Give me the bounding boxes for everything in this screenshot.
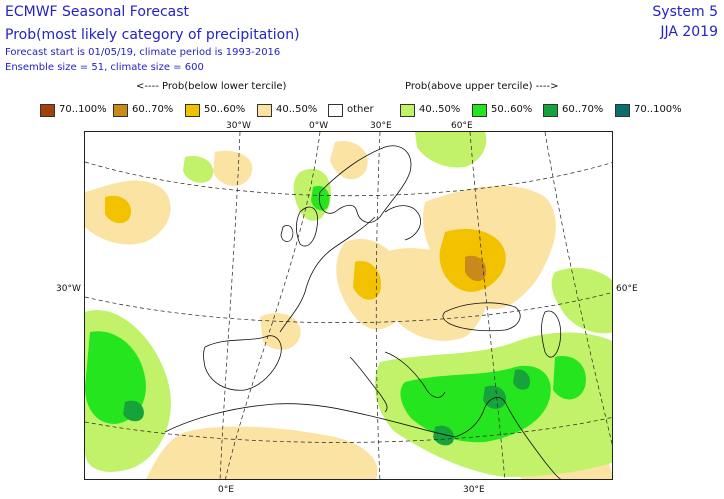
area-above-40-50 [183, 156, 214, 183]
area-above-50-60 [311, 185, 330, 211]
graticule [85, 132, 612, 479]
legend-swatch [40, 104, 55, 117]
legend-swatch [185, 104, 200, 117]
legend-label: 50..60% [491, 104, 533, 115]
coast-arabia [504, 401, 561, 479]
above-tercile-areas [85, 132, 612, 477]
lon-label-top: 30°E [370, 121, 392, 131]
meridian [375, 132, 381, 479]
coast-balkans [384, 351, 446, 398]
meridian [219, 132, 241, 479]
lat-label-right: 60°E [616, 284, 638, 294]
page-subtitle: Prob(most likely category of precipitati… [5, 27, 300, 43]
lat-label-left: 30°W [56, 284, 81, 294]
season-label: JJA 2019 [660, 24, 718, 40]
area-below-60-70 [465, 255, 487, 282]
legend-swatch [472, 104, 487, 117]
coast-britain [295, 206, 318, 247]
legend-swatch [113, 104, 128, 117]
parallel [85, 417, 612, 443]
system-label: System 5 [652, 4, 718, 20]
lon-label-top: 0°W [309, 121, 329, 131]
area-above-40-50 [415, 132, 487, 168]
coast-iberia [203, 335, 282, 391]
area-above-40-50 [551, 267, 612, 334]
coast-black-sea [442, 302, 521, 332]
legend-label: 60..70% [132, 104, 174, 115]
lon-label-bottom: 30°E [463, 485, 485, 495]
legend-label: 70..100% [59, 104, 107, 115]
area-below-40-50 [213, 150, 253, 187]
ensemble-info: Ensemble size = 51, climate size = 600 [5, 62, 204, 73]
legend-swatch [543, 104, 558, 117]
area-above-50-60 [400, 365, 551, 443]
map-svg [85, 132, 612, 479]
coast-ireland [280, 225, 294, 242]
lon-label-top: 30°W [226, 121, 251, 131]
coast-baltic [384, 205, 422, 241]
page-title: ECMWF Seasonal Forecast [5, 4, 190, 20]
lon-label-top: 60°E [451, 121, 473, 131]
area-above-50-60 [553, 356, 586, 400]
area-above-60-70 [433, 425, 454, 446]
legend-label: other [347, 104, 374, 115]
area-below-50-60 [105, 195, 131, 224]
area-below-40-50 [146, 426, 378, 479]
legend-label: 70..100% [634, 104, 682, 115]
legend-label: 40..50% [276, 104, 318, 115]
coast-italy [349, 356, 388, 413]
legend-label: 40..50% [419, 104, 461, 115]
forecast-info: Forecast start is 01/05/19, climate peri… [5, 47, 281, 58]
legend-label: 50..60% [204, 104, 246, 115]
area-below-40-50 [330, 141, 368, 180]
area-below-50-60 [353, 261, 381, 300]
area-above-60-70 [483, 385, 507, 409]
legend-swatch [615, 104, 630, 117]
legend-swatch [400, 104, 415, 117]
legend-swatch [328, 104, 343, 117]
lon-label-bottom: 0°E [218, 485, 234, 495]
area-above-60-70 [513, 369, 531, 390]
coast-east-med [454, 397, 506, 438]
area-above-60-70 [123, 400, 144, 422]
coast-north-africa [164, 403, 456, 438]
legend-swatch [257, 104, 272, 117]
coast-europe-west [279, 216, 376, 333]
legend-above-caption: Prob(above upper tercile) ----> [405, 81, 559, 92]
legend-label: 60..70% [562, 104, 604, 115]
legend-below-caption: <---- Prob(below lower tercile) [136, 81, 287, 92]
coast-scandinavia [318, 145, 412, 223]
parallel [85, 161, 612, 197]
coastlines [164, 145, 562, 479]
coast-caspian [541, 310, 562, 358]
meridian [544, 132, 612, 446]
meridian [225, 132, 321, 479]
parallel [85, 292, 612, 323]
map-panel [84, 131, 613, 480]
